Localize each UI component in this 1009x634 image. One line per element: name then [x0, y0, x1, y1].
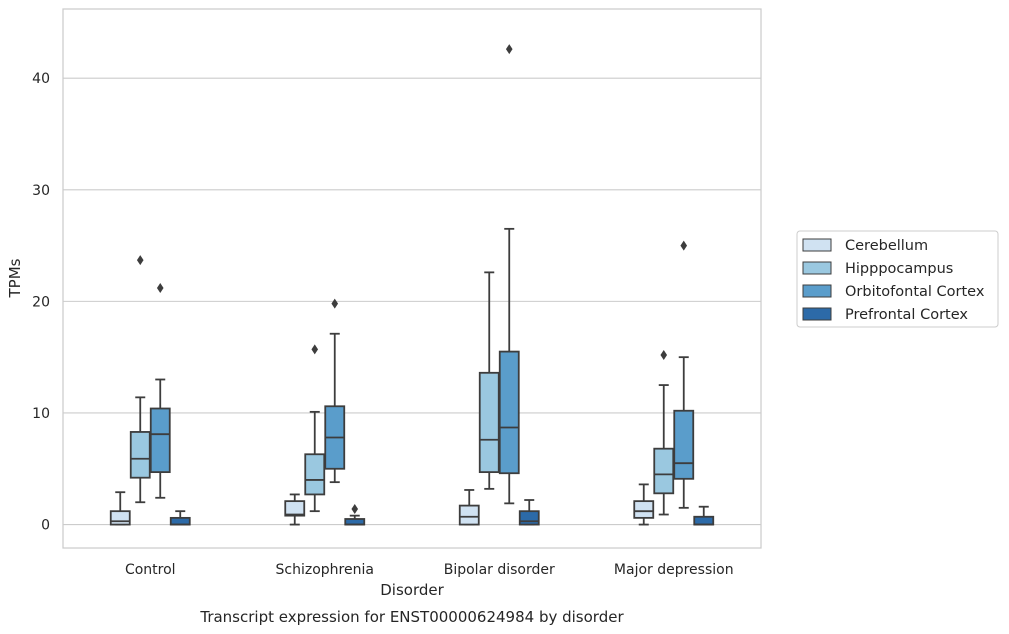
boxes [109, 44, 715, 526]
box-hipppocampus [129, 255, 151, 504]
box-cerebellum [109, 491, 131, 526]
y-tick-label: 0 [41, 518, 50, 534]
chart-caption: Transcript expression for ENST0000062498… [199, 608, 624, 626]
box-iqr [693, 515, 715, 526]
outlier-point [660, 349, 668, 360]
legend-swatch [802, 238, 832, 252]
x-tick-label: Schizophrenia [276, 562, 374, 578]
legend-swatch [802, 261, 832, 275]
box-iqr [458, 504, 480, 526]
x-tick-labels: Control Schizophrenia Bipolar disorder Majo… [125, 562, 734, 578]
y-tick-label: 40 [32, 71, 50, 87]
x-axis-title: Disorder [380, 581, 444, 599]
box-orbitofontal-cortex [149, 282, 171, 499]
box-iqr [304, 453, 326, 496]
x-tick-label: Control [125, 562, 176, 578]
box-prefrontal-cortex [344, 503, 366, 526]
outlier-point [311, 344, 319, 355]
box-orbitofontal-cortex [324, 298, 346, 484]
box-prefrontal-cortex [169, 510, 191, 526]
box-iqr [518, 510, 540, 526]
box-iqr [478, 371, 500, 474]
box-iqr [653, 447, 675, 495]
outlier-point [156, 282, 164, 293]
y-tick-labels: 0 10 20 30 40 [32, 71, 50, 533]
y-tick-label: 30 [32, 183, 50, 199]
box-prefrontal-cortex [518, 499, 540, 526]
legend-swatch [802, 284, 832, 298]
box-hipppocampus [653, 349, 675, 516]
box-iqr [673, 409, 695, 480]
y-tick-label: 20 [32, 294, 50, 310]
box-iqr [498, 350, 520, 475]
x-tick-label: Major depression [614, 562, 734, 578]
legend-label: Prefrontal Cortex [845, 307, 968, 323]
outlier-point [331, 298, 339, 309]
legend: Cerebellum Hipppocampus Orbitofontal Corte… [796, 230, 999, 328]
box-iqr [109, 510, 131, 526]
legend-swatch [802, 307, 832, 321]
y-tick-label: 10 [32, 406, 50, 422]
outlier-point [505, 44, 513, 55]
outlier-point [351, 503, 359, 514]
x-tick-label: Bipolar disorder [444, 562, 555, 578]
box-iqr [633, 500, 655, 519]
legend-label: Hipppocampus [845, 261, 953, 277]
box-iqr [284, 500, 306, 517]
box-cerebellum [633, 483, 655, 526]
legend-label: Cerebellum [845, 238, 928, 254]
legend-frame [796, 230, 999, 328]
box-prefrontal-cortex [693, 505, 715, 526]
box-cerebellum [458, 489, 480, 526]
box-orbitofontal-cortex [498, 44, 520, 505]
box-hipppocampus [304, 344, 326, 513]
outlier-point [136, 255, 144, 266]
box-cerebellum [284, 493, 306, 526]
legend-label: Orbitofontal Cortex [845, 284, 985, 300]
y-axis-title: TPMs [6, 258, 24, 298]
plot-area-frame [62, 8, 762, 549]
box-iqr [169, 516, 191, 526]
box-iqr [149, 407, 171, 474]
outlier-point [680, 240, 688, 251]
box-iqr [129, 431, 151, 479]
box-hipppocampus [478, 271, 500, 490]
box-orbitofontal-cortex [673, 240, 695, 509]
